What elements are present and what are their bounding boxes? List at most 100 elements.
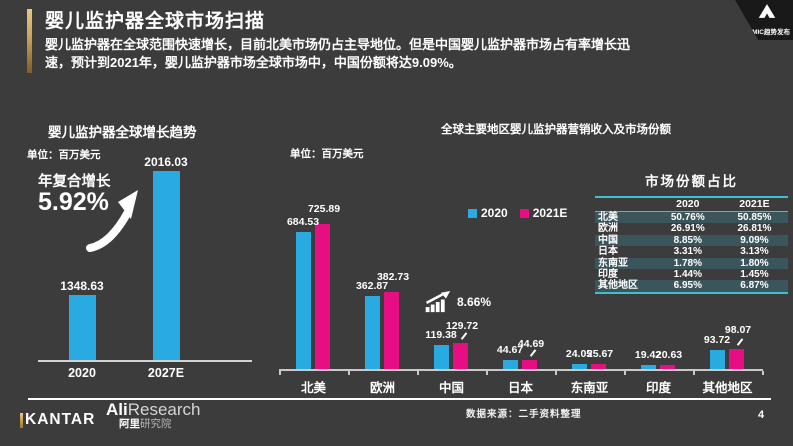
bar-group-5: 24.05 25.67 东南亚 — [555, 150, 624, 395]
left-chart-unit: 单位：百万美元 — [27, 149, 101, 161]
bar-2021e — [522, 360, 537, 369]
table-row: 中国 8.85% 9.09% — [595, 234, 788, 247]
bar-2020 — [503, 360, 518, 369]
bar-value-label: 19.42 — [634, 349, 662, 362]
right-chart-title: 全球主要地区婴儿监护器营销收入及市场份额 — [441, 124, 671, 136]
table-header-row: 2020 2021E — [595, 197, 788, 212]
column-header: 2020 — [654, 197, 721, 212]
share-value-cell: 1.45% — [740, 269, 769, 281]
bar-group-6: 19.42 20.63 印度 — [624, 150, 693, 395]
bar-group-3: 119.38 129.72 中国 — [417, 150, 486, 395]
category-label: 其他地区 — [702, 381, 753, 395]
bar-value-label: 684.53 — [286, 216, 320, 229]
category-label: 印度 — [645, 381, 671, 395]
aliresearch-logo: AliResearch 阿里研究院 — [106, 400, 201, 432]
region-cell: 日本 — [598, 246, 618, 258]
bar-group-4: 44.67 44.69 日本 — [486, 150, 555, 395]
bar-value-label: 98.07 — [724, 324, 752, 337]
legend-swatch-2021e — [519, 208, 529, 218]
table-row: 印度 1.44% 1.45% — [595, 269, 788, 280]
bar-2020 — [641, 365, 656, 369]
legend-item-2021e: 2021E — [519, 206, 568, 220]
cagr-label: 年复合增长 — [38, 174, 111, 190]
bar-value-label: 24.05 — [565, 348, 593, 361]
bar-2020 — [572, 364, 587, 369]
left-chart-title: 婴儿监护器全球增长趋势 — [48, 125, 197, 140]
share-value-cell: 6.87% — [740, 280, 769, 292]
column-header — [595, 197, 655, 212]
region-cell: 其他地区 — [598, 280, 638, 292]
bar-value-label: 129.72 — [445, 320, 479, 333]
share-value-cell: 1.44% — [673, 269, 702, 281]
right-chart-plot: 684.53 725.89 北美 362.87 382.73 欧洲 119.38 129.72… — [279, 150, 763, 395]
category-label: 日本 — [507, 381, 533, 395]
ali-light: Research — [127, 400, 201, 419]
axis-tick — [624, 371, 626, 375]
legend-label: 2020 — [481, 206, 508, 220]
share-value-cell: 1.80% — [740, 257, 769, 269]
bar-2020 — [434, 345, 449, 369]
growth-trend-icon — [425, 291, 451, 313]
bar-value-label: 44.67 — [496, 344, 524, 357]
left-chart-axis — [38, 360, 252, 362]
bar-value-label: 44.69 — [517, 338, 545, 351]
ali-bold: Ali — [106, 400, 128, 419]
table-row: 其他地区 6.95% 6.87% — [595, 280, 788, 293]
share-value-cell: 8.85% — [673, 234, 702, 246]
table-row: 东南亚 1.78% 1.80% — [595, 257, 788, 270]
legend-label: 2021E — [532, 206, 568, 220]
axis-tick — [279, 371, 281, 375]
share-value-cell: 26.81% — [737, 223, 772, 235]
bar-2021e — [315, 223, 330, 369]
region-cell: 欧洲 — [598, 223, 618, 235]
share-value-cell: 3.13% — [740, 246, 769, 258]
axis-tick — [762, 371, 764, 375]
axis-tick — [348, 371, 350, 375]
bar-value-label: 725.89 — [307, 202, 341, 215]
bar-2021e — [384, 292, 399, 369]
axis-tick — [417, 371, 419, 375]
category-label: 2027E — [147, 366, 185, 380]
bar-value-label: 2016.03 — [144, 155, 188, 169]
market-share-table: 2020 2021E 北美 50.76% 50.85% 欧洲 26.91% 26.81% 中国 8… — [595, 196, 788, 294]
label-leader-line — [736, 338, 743, 346]
table-row: 欧洲 26.91% 26.81% — [595, 223, 788, 234]
kantar-logo-text: KANTAR — [25, 411, 96, 428]
region-cell: 印度 — [598, 269, 618, 281]
legend-swatch-2020 — [468, 208, 477, 218]
category-label: 2020 — [68, 366, 96, 380]
region-cell: 中国 — [598, 234, 618, 246]
title-accent-bar — [27, 9, 32, 73]
legend-item-2020: 2020 — [468, 206, 508, 220]
label-leader-line — [460, 331, 467, 340]
bar-2027e — [153, 171, 180, 360]
category-label: 中国 — [438, 381, 464, 395]
data-source-note: 数据来源：二手资料整理 — [466, 409, 582, 420]
bar-2020 — [365, 296, 380, 369]
bar-group-7: 93.72 98.07 其他地区 — [693, 150, 762, 395]
bar-group-1: 684.53 725.89 北美 — [279, 150, 348, 395]
ali-cn-bold: 阿里 — [119, 418, 140, 430]
tmic-logo: TMIC趋势发布 — [735, 0, 793, 40]
bar-value-label: 93.72 — [703, 334, 731, 347]
page-title: 婴儿监护器全球市场扫描 — [45, 11, 266, 32]
table-row: 北美 50.76% 50.85% — [595, 211, 788, 224]
share-value-cell: 50.85% — [737, 212, 772, 223]
kantar-logo: KANTAR — [20, 411, 95, 429]
region-cell: 东南亚 — [598, 257, 628, 269]
category-label: 东南亚 — [570, 381, 609, 395]
bar-2021e — [453, 343, 468, 369]
share-value-cell: 6.95% — [673, 280, 702, 292]
page-number: 4 — [758, 409, 765, 421]
share-value-cell: 1.78% — [673, 257, 702, 269]
bar-2021e — [591, 363, 606, 369]
tmic-logo-label: TMIC趋势发布 — [748, 29, 790, 36]
share-value-cell: 3.31% — [673, 246, 702, 258]
cagr-value: 5.92% — [38, 188, 109, 216]
growth-annotation-value: 8.66% — [457, 295, 492, 309]
bar-value-label: 1348.63 — [60, 279, 104, 293]
kantar-mark-icon — [20, 412, 23, 428]
table-row: 日本 3.31% 3.13% — [595, 246, 788, 257]
page-subtitle: 婴儿监护器在全球范围快速增长，目前北美市场仍占主导地位。但是中国婴儿监护器市场占… — [45, 37, 631, 70]
